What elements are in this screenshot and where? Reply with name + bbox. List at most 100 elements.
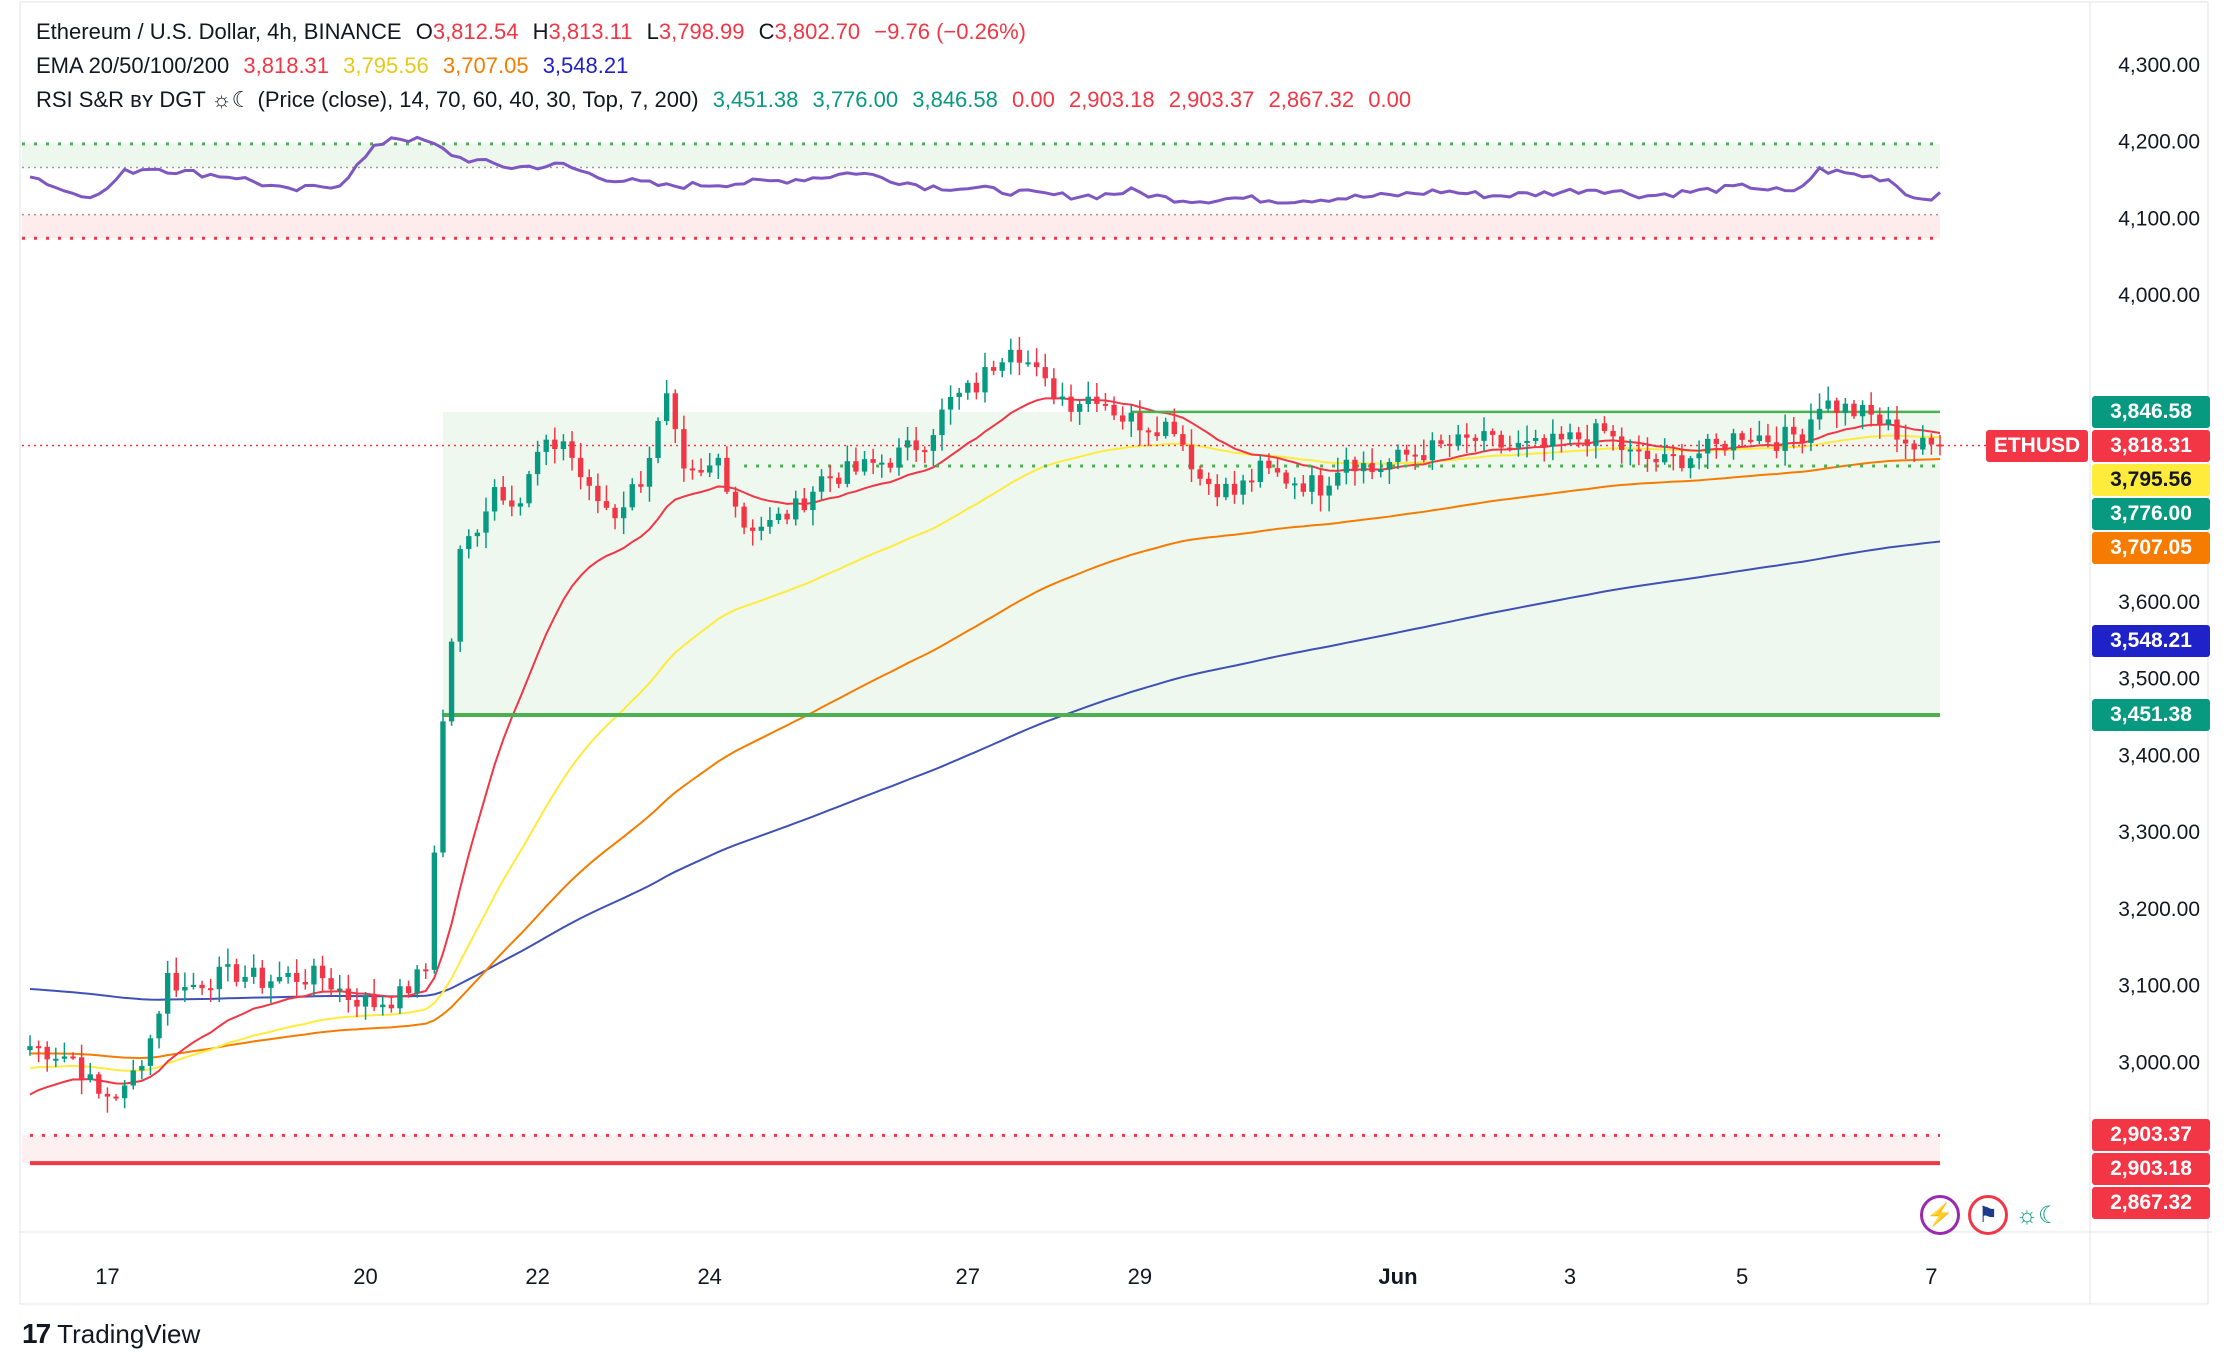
candle-body (698, 469, 704, 473)
x-tick-label: 3 (1564, 1264, 1576, 1289)
candle-body (121, 1085, 128, 1099)
candle-body (1507, 447, 1513, 450)
price-axis-label: 2,903.37 (2092, 1119, 2210, 1152)
candle-body (1283, 472, 1289, 484)
candle-body (1593, 423, 1599, 446)
legend-ema[interactable]: EMA 20/50/100/200 3,818.31 3,795.56 3,70… (36, 50, 636, 82)
candle-body (560, 441, 567, 450)
candle-body (1937, 444, 1943, 447)
candle-body (1429, 440, 1436, 461)
candle-body (741, 506, 747, 528)
us-flag-icon[interactable]: ⚑ (1968, 1195, 2008, 1235)
candle-body (1859, 404, 1866, 417)
candle-body (1292, 483, 1298, 486)
symbol-title[interactable]: Ethereum / U.S. Dollar, 4h, BINANCE (36, 19, 402, 44)
candle-body (371, 994, 377, 1008)
candle-body (629, 484, 635, 508)
candle-body (1834, 400, 1840, 413)
candle-body (750, 527, 756, 531)
candle-body (1464, 434, 1470, 438)
candle-body (1094, 396, 1100, 404)
candle-body (1033, 362, 1040, 368)
candle-body (715, 457, 721, 466)
lightning-icon[interactable]: ⚡ (1920, 1195, 1960, 1235)
candle-body (1300, 483, 1307, 492)
bottom-icons: ⚡ ⚑ ☼☾ (1920, 1195, 2060, 1235)
rsi-oversold-zone (22, 214, 1940, 239)
candle-body (1214, 484, 1220, 498)
candle-body (638, 484, 644, 487)
candle-body (87, 1074, 93, 1080)
candle-body (930, 435, 937, 451)
close-value: 3,802.70 (774, 19, 861, 44)
candle-body (1403, 449, 1410, 455)
candle-body (509, 500, 515, 507)
candle-body (268, 981, 274, 988)
y-tick-label: 3,000.00 (2118, 1051, 2200, 1074)
candle-body (276, 977, 283, 982)
candle-body (844, 461, 851, 484)
candle-body (345, 988, 352, 1000)
candle-body (982, 367, 988, 393)
candle-body (1679, 455, 1685, 469)
candle-body (1739, 433, 1745, 440)
candle-body (207, 988, 214, 991)
candle-body (1326, 485, 1332, 496)
candle-body (707, 465, 713, 473)
rsi-line (29, 135, 1941, 205)
candle-body (1550, 433, 1556, 447)
candle-body (603, 501, 610, 508)
candle-body (319, 965, 326, 979)
candle-body (732, 491, 739, 507)
candle-body (1618, 436, 1625, 451)
candle-body (836, 477, 842, 484)
candle-body (491, 487, 498, 512)
high-value: 3,813.11 (548, 19, 633, 44)
candle-body (1928, 437, 1935, 445)
candle-body (96, 1074, 102, 1094)
candle-body (1885, 419, 1892, 425)
tradingview-name: TradingView (57, 1318, 201, 1349)
rsi-value-3: 3,846.58 (912, 87, 998, 112)
ema20-value: 3,818.31 (243, 53, 330, 78)
candle-body (35, 1046, 42, 1049)
y-tick-label: 4,000.00 (2118, 284, 2200, 307)
open-key: O (415, 19, 433, 44)
candle-body (1851, 403, 1857, 417)
candle-body (646, 457, 653, 487)
candle-body (1051, 378, 1057, 400)
x-tick-label: 20 (353, 1264, 377, 1289)
sun-moon-icon[interactable]: ☼☾ (2016, 1201, 2060, 1229)
candle-body (1085, 396, 1091, 405)
candle-body (1524, 440, 1530, 443)
candle-body (1335, 472, 1341, 486)
candle-body (1171, 421, 1177, 435)
candle-body (53, 1058, 59, 1061)
candle-body (1653, 459, 1659, 463)
x-tick-label: 22 (525, 1264, 549, 1289)
tradingview-branding[interactable]: 17 TradingView (22, 1318, 200, 1350)
candle-body (1911, 443, 1917, 450)
candle-body (956, 392, 962, 397)
rsi-value-4: 0.00 (1012, 87, 1055, 112)
candle-body (466, 536, 472, 550)
y-tick-label: 3,300.00 (2118, 821, 2200, 844)
candle-body (775, 513, 782, 521)
candle-body (1421, 455, 1427, 461)
x-tick-label: 24 (697, 1264, 721, 1289)
candle-body (164, 972, 171, 1014)
candle-body (672, 393, 678, 430)
y-tick-label: 3,400.00 (2118, 744, 2200, 767)
candle-body (1068, 396, 1074, 412)
legend-rsi[interactable]: RSI S&R ʙʏ DGT ☼☾ (Price (close), 14, 70… (36, 84, 1419, 116)
candle-body (1102, 403, 1109, 406)
candle-body (242, 976, 248, 982)
candle-body (1636, 449, 1642, 452)
symbol-badge: ETHUSD (1986, 429, 2088, 462)
candle-body (1249, 480, 1255, 483)
candle-body (328, 978, 334, 990)
rsi-value-8: 0.00 (1368, 87, 1412, 112)
candle-body (1868, 404, 1874, 415)
